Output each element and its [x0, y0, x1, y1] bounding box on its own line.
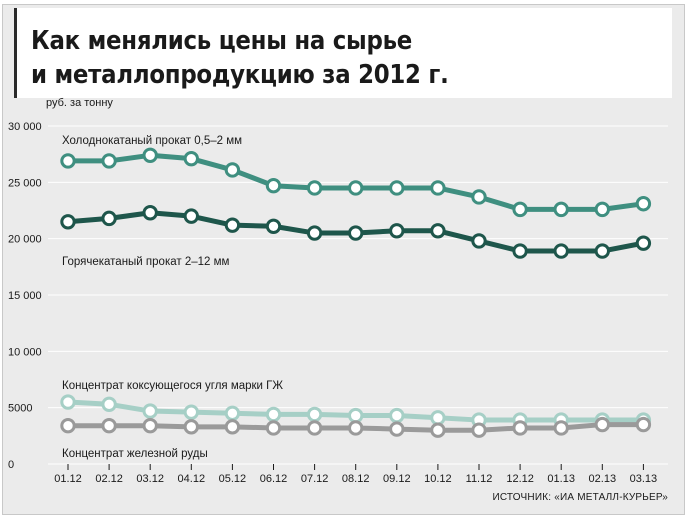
- data-point: [224, 419, 241, 435]
- x-tick-label: 11.12: [466, 473, 493, 485]
- data-point: [553, 420, 569, 436]
- data-point: [430, 223, 446, 239]
- data-point: [306, 180, 323, 196]
- data-point: [430, 422, 446, 438]
- y-tick-label: 0: [8, 459, 14, 471]
- data-point: [142, 147, 158, 163]
- data-point: [224, 162, 241, 178]
- data-point: [389, 421, 405, 437]
- series-label: Горячекатаный прокат 2–12 мм: [62, 256, 230, 268]
- data-point: [101, 417, 117, 434]
- x-tick-label: 10.12: [424, 473, 452, 485]
- x-tick-label: 09.12: [383, 473, 411, 485]
- data-point: [224, 405, 241, 421]
- data-point: [430, 180, 446, 196]
- x-tick-label: 06.12: [260, 473, 288, 485]
- data-point: [553, 201, 569, 218]
- data-point: [60, 417, 76, 434]
- x-tick-label: 05.12: [219, 473, 247, 485]
- data-point: [389, 223, 405, 239]
- data-point: [635, 196, 652, 212]
- data-point: [101, 210, 117, 227]
- data-point: [471, 189, 487, 205]
- x-tick-label: 01.12: [54, 473, 82, 485]
- data-point: [594, 416, 610, 433]
- x-axis-ticks: 01.12 02.12 03.12 04.12 05.12 06.12 07.12 08.12…: [54, 464, 657, 485]
- data-point: [635, 416, 652, 433]
- x-tick-label: 02.12: [95, 473, 123, 485]
- data-point: [348, 225, 364, 241]
- data-point: [471, 422, 487, 438]
- series-labels: Холоднокатаный прокат 0,5–2 мм Горячеката…: [62, 135, 283, 460]
- data-point: [306, 406, 323, 423]
- data-point: [512, 243, 528, 259]
- y-tick-label: 5000: [8, 403, 32, 415]
- data-point: [348, 420, 364, 436]
- data-point: [183, 419, 200, 435]
- series-label: Концентрат железной руды: [62, 448, 208, 460]
- title-box: Как менялись цены на сырье и металлопрод…: [14, 8, 672, 98]
- x-tick-label: 02.13: [589, 473, 617, 485]
- data-point: [348, 180, 364, 196]
- series-line-group: [60, 205, 652, 259]
- y-tick-label: 15 000: [8, 290, 42, 302]
- series-label: Концентрат коксующегося угля марки ГЖ: [62, 380, 283, 392]
- y-tick-label: 30 000: [8, 121, 42, 133]
- y-tick-label: 20 000: [8, 234, 42, 246]
- data-point: [635, 235, 652, 251]
- data-point: [306, 225, 323, 241]
- x-tick-label: 12.12: [506, 473, 534, 485]
- data-point: [389, 407, 405, 424]
- series-line-group: [60, 147, 652, 218]
- data-point: [265, 420, 282, 436]
- data-point: [594, 243, 610, 259]
- data-point: [389, 180, 405, 196]
- data-point: [60, 214, 76, 230]
- chart-title-line-2: и металлопродукцию за 2012 г.: [31, 60, 449, 90]
- data-point: [348, 407, 364, 424]
- data-point: [265, 218, 282, 234]
- data-point: [60, 394, 76, 410]
- y-axis-ticks: 0 5000 10 000 15 000 20 000 25 000 30 000: [8, 121, 42, 471]
- data-point: [183, 208, 200, 224]
- data-point: [142, 403, 158, 419]
- series-group: [60, 147, 652, 438]
- x-tick-label: 03.12: [136, 473, 164, 485]
- x-tick-label: 07.12: [301, 473, 329, 485]
- series-label: Холоднокатаный прокат 0,5–2 мм: [62, 135, 242, 147]
- data-point: [183, 404, 200, 420]
- data-point: [430, 410, 446, 426]
- x-tick-label: 01.13: [547, 473, 575, 485]
- x-tick-label: 04.12: [178, 473, 206, 485]
- data-point: [142, 205, 158, 221]
- y-tick-label: 25 000: [8, 177, 42, 189]
- chart-title-line-1: Как менялись цены на сырье: [31, 26, 413, 56]
- data-point: [183, 150, 200, 167]
- x-tick-label: 03.13: [630, 473, 658, 485]
- data-point: [553, 243, 569, 259]
- x-tick-label: 08.12: [342, 473, 370, 485]
- source-note: ИСТОЧНИК: «ИА МЕТАЛЛ-КУРЬЕР»: [492, 492, 668, 503]
- data-point: [101, 396, 117, 412]
- y-axis-label: руб. за тонну: [46, 97, 113, 109]
- data-point: [594, 201, 610, 218]
- data-point: [512, 201, 528, 218]
- data-point: [101, 153, 117, 169]
- data-point: [224, 217, 241, 233]
- data-point: [512, 420, 528, 436]
- data-point: [265, 178, 282, 194]
- y-tick-label: 10 000: [8, 346, 42, 358]
- data-point: [142, 417, 158, 434]
- data-point: [60, 153, 76, 169]
- series-line-group: [60, 416, 652, 438]
- data-point: [471, 233, 487, 249]
- data-point: [306, 420, 323, 436]
- data-point: [265, 406, 282, 423]
